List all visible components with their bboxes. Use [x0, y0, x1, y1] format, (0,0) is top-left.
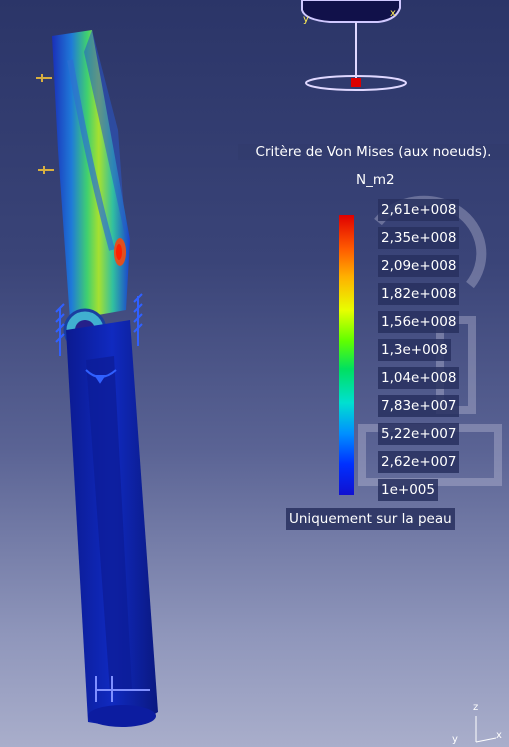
- part-lower[interactable]: [66, 320, 158, 727]
- legend-footer[interactable]: Uniquement sur la peau: [286, 508, 455, 530]
- legend-tick: 2,35e+008: [378, 227, 460, 249]
- load-arrows: [36, 74, 54, 174]
- svg-text:y: y: [303, 14, 309, 25]
- axis-triad: [475, 716, 497, 743]
- axis-z-label: z: [473, 702, 479, 713]
- legend-tick: 2,62e+007: [378, 451, 460, 473]
- legend-tick: 1,04e+008: [378, 367, 460, 389]
- legend-tick: 2,09e+008: [378, 255, 460, 277]
- axis-y-label: y: [452, 734, 458, 745]
- legend-tick: 2,61e+008: [378, 199, 460, 221]
- part-upper[interactable]: [52, 30, 130, 352]
- legend-tick: 5,22e+007: [378, 423, 460, 445]
- legend-tick: 1,56e+008: [378, 311, 460, 333]
- legend-tick: 1,3e+008: [378, 339, 451, 361]
- bottom-clamp-symbol: [95, 676, 150, 702]
- legend-tick: 7,83e+007: [378, 395, 460, 417]
- svg-text:x: x: [390, 8, 396, 19]
- clamp-symbol: [55, 293, 143, 384]
- legend-title[interactable]: Critère de Von Mises (aux noeuds).: [238, 144, 509, 160]
- axis-x-label: x: [496, 730, 502, 741]
- legend-tick: 1e+005: [378, 479, 438, 501]
- legend-unit: N_m2: [356, 172, 395, 188]
- legend-tick: 1,82e+008: [378, 283, 460, 305]
- legend-colorbar[interactable]: [339, 215, 354, 495]
- compass-widget[interactable]: y x: [301, 0, 407, 91]
